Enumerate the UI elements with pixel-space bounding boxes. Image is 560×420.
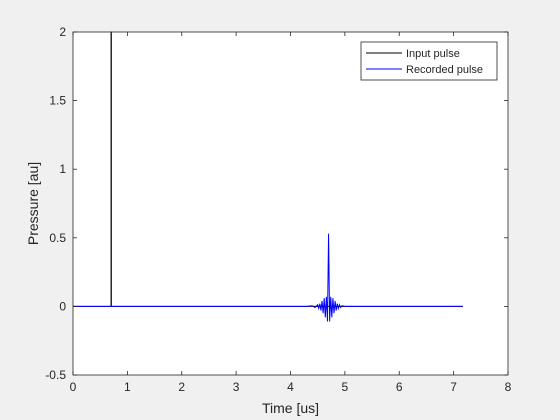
y-axis-label: Pressure [au]	[25, 162, 41, 245]
x-tick-label: 5	[342, 380, 349, 394]
legend-label-input-pulse: Input pulse	[406, 48, 460, 60]
y-tick-label: -0.5	[45, 368, 66, 382]
x-tick-label: 3	[233, 380, 240, 394]
x-tick-label: 0	[70, 380, 77, 394]
y-axis: -0.5 0 0.5 1 1.5 2	[45, 25, 508, 382]
x-tick-label: 6	[396, 380, 403, 394]
x-tick-label: 1	[124, 380, 131, 394]
plot-area	[73, 32, 508, 375]
y-tick-label: 1	[59, 162, 66, 176]
series-line-recorded-pulse	[73, 233, 463, 322]
y-tick-label: 2	[59, 25, 66, 39]
x-tick-label: 8	[505, 380, 512, 394]
legend-box	[360, 41, 498, 81]
x-tick-label: 4	[287, 380, 294, 394]
y-tick-label: 1.5	[49, 94, 66, 108]
legend-label-recorded-pulse: Recorded pulse	[406, 64, 483, 76]
y-tick-label: 0	[59, 299, 66, 313]
x-tick-label: 2	[178, 380, 185, 394]
x-axis-label: Time [us]	[262, 400, 319, 416]
legend: Input pulse Recorded pulse	[360, 41, 498, 81]
y-tick-label: 0.5	[49, 231, 66, 245]
x-tick-label: 7	[450, 380, 457, 394]
x-axis: 0 1 2 3 4 5 6 7 8	[70, 32, 512, 394]
